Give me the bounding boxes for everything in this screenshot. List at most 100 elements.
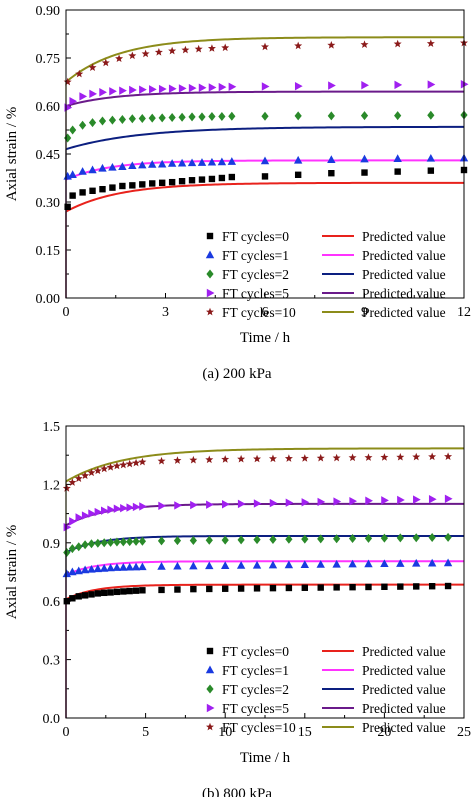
- data-point: [237, 585, 245, 592]
- data-point: [99, 88, 107, 97]
- data-point: [138, 457, 147, 466]
- data-point: [327, 111, 335, 121]
- predicted-curve: [65, 181, 464, 213]
- legend-predicted-label: Predicted value: [362, 248, 446, 263]
- data-point: [428, 494, 437, 504]
- legend-marker: [206, 307, 214, 316]
- data-point: [285, 498, 294, 507]
- data-point: [333, 534, 341, 544]
- data-point: [380, 453, 389, 461]
- chart-panel-a: 0.00 0.15 0.30 0.45 0.60 0.75 0.90 0 3 6 9 12 FT c…: [4, 4, 471, 382]
- data-point: [132, 502, 141, 512]
- data-point: [285, 584, 293, 592]
- data-point: [118, 162, 127, 170]
- data-point: [68, 170, 77, 178]
- data-point: [380, 559, 389, 568]
- data-point: [316, 453, 325, 462]
- data-point: [158, 179, 166, 186]
- data-point: [79, 189, 86, 196]
- data-point: [181, 45, 190, 54]
- data-point: [444, 582, 452, 590]
- legend-predicted-label: Predicted value: [362, 701, 446, 716]
- data-point: [394, 168, 401, 175]
- y-axis-label-b: Axial strain / %: [4, 525, 20, 620]
- data-point: [301, 534, 309, 544]
- data-point: [75, 542, 83, 552]
- data-point: [208, 112, 216, 122]
- data-point: [188, 83, 197, 93]
- data-point: [301, 498, 310, 507]
- plot-frame-b: [65, 425, 465, 719]
- data-point: [284, 560, 294, 569]
- data-point: [294, 41, 303, 50]
- data-point: [316, 560, 325, 568]
- data-point: [174, 501, 182, 510]
- y-tick-label: 0.15: [36, 244, 61, 259]
- data-point: [106, 463, 115, 471]
- data-point: [157, 159, 167, 168]
- data-point: [94, 538, 102, 548]
- data-point: [88, 509, 96, 518]
- data-point: [221, 43, 230, 52]
- legend-marker: [205, 665, 215, 674]
- data-point: [217, 157, 227, 166]
- data-point: [328, 170, 335, 177]
- data-point: [412, 533, 420, 543]
- data-point: [125, 459, 134, 468]
- data-point: [168, 113, 176, 123]
- data-point: [253, 499, 262, 508]
- legend-predicted-label: Predicted value: [362, 305, 446, 320]
- data-point: [427, 80, 436, 89]
- predicted-curve: [65, 560, 464, 576]
- legend-predicted-label: Predicted value: [362, 286, 446, 301]
- legend-series-label: FT cycles=0: [222, 229, 289, 244]
- data-point: [327, 41, 336, 49]
- legend-predicted-label: Predicted value: [362, 663, 446, 678]
- data-point: [393, 154, 402, 162]
- data-point: [221, 535, 229, 545]
- data-point: [126, 537, 134, 547]
- data-point: [360, 154, 369, 163]
- data-point: [260, 156, 270, 165]
- data-point: [80, 565, 90, 574]
- data-point: [106, 537, 115, 547]
- data-point: [426, 39, 435, 47]
- data-point: [293, 155, 303, 164]
- data-point: [393, 39, 402, 48]
- data-point: [139, 85, 147, 94]
- predicted-curve: [65, 36, 465, 83]
- data-point: [252, 560, 262, 569]
- data-point: [158, 501, 167, 511]
- data-point: [228, 173, 236, 181]
- data-point: [107, 505, 116, 514]
- predicted-curve: [65, 534, 464, 554]
- data-point: [189, 455, 198, 464]
- data-point: [81, 511, 90, 520]
- y-tick-label: 0.00: [36, 292, 61, 307]
- data-point: [87, 564, 96, 573]
- data-point: [100, 538, 108, 548]
- data-point: [361, 169, 368, 176]
- data-point: [119, 460, 128, 469]
- data-point: [198, 176, 206, 183]
- legend-series-label: FT cycles=10: [222, 720, 296, 735]
- y-tick-label: 1.5: [43, 420, 61, 435]
- data-point: [119, 182, 126, 190]
- data-point: [75, 513, 84, 522]
- data-point: [109, 87, 117, 96]
- data-point: [198, 83, 207, 92]
- data-point: [205, 535, 213, 545]
- data-point: [93, 564, 103, 573]
- legend-predicted-label: Predicted value: [362, 267, 446, 282]
- data-point: [300, 454, 309, 462]
- data-point: [89, 89, 98, 99]
- data-point: [69, 595, 76, 602]
- data-point: [360, 111, 369, 121]
- legend-marker: [206, 722, 214, 731]
- data-point: [109, 184, 116, 191]
- x-tick-label: 6: [262, 305, 269, 320]
- data-point: [88, 118, 97, 128]
- data-point: [268, 454, 277, 463]
- data-point: [69, 125, 77, 135]
- data-point: [361, 81, 369, 90]
